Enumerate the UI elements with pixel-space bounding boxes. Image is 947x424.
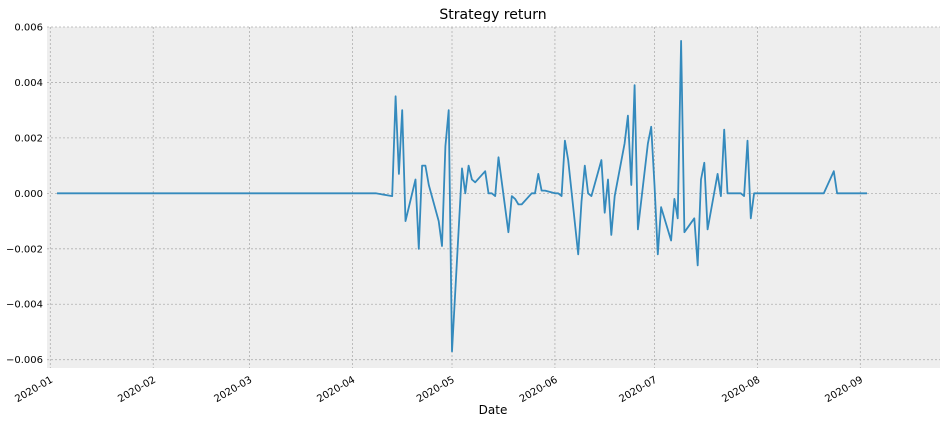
x-tick-label: 2020-09 bbox=[823, 375, 865, 405]
y-tick-label: 0.004 bbox=[14, 78, 43, 89]
x-tick-label: 2020-04 bbox=[315, 375, 357, 405]
y-tick-label: 0.002 bbox=[14, 133, 43, 144]
x-axis-ticks: 2020-01 2020-02 2020-03 2020-04 2020-05 2020-… bbox=[13, 375, 865, 405]
x-tick-label: 2020-03 bbox=[213, 375, 255, 405]
plot-background bbox=[47, 27, 940, 368]
y-axis-ticks: −0.006 −0.004 −0.002 0.000 0.002 0.004 0.006 bbox=[6, 23, 43, 367]
x-axis-label: Date bbox=[479, 403, 508, 417]
x-tick-label: 2020-05 bbox=[415, 375, 457, 405]
x-tick-label: 2020-01 bbox=[13, 375, 55, 405]
y-tick-label: −0.002 bbox=[6, 244, 43, 255]
y-tick-label: −0.006 bbox=[6, 355, 43, 366]
y-tick-label: 0.006 bbox=[14, 23, 43, 34]
x-tick-label: 2020-06 bbox=[518, 375, 560, 405]
chart-title: Strategy return bbox=[439, 7, 546, 23]
series-line bbox=[57, 40, 867, 353]
x-tick-label: 2020-07 bbox=[618, 375, 660, 405]
y-tick-label: −0.004 bbox=[6, 300, 43, 311]
y-tick-label: 0.000 bbox=[14, 189, 43, 200]
x-tick-label: 2020-02 bbox=[116, 375, 158, 405]
x-tick-label: 2020-08 bbox=[720, 375, 762, 405]
